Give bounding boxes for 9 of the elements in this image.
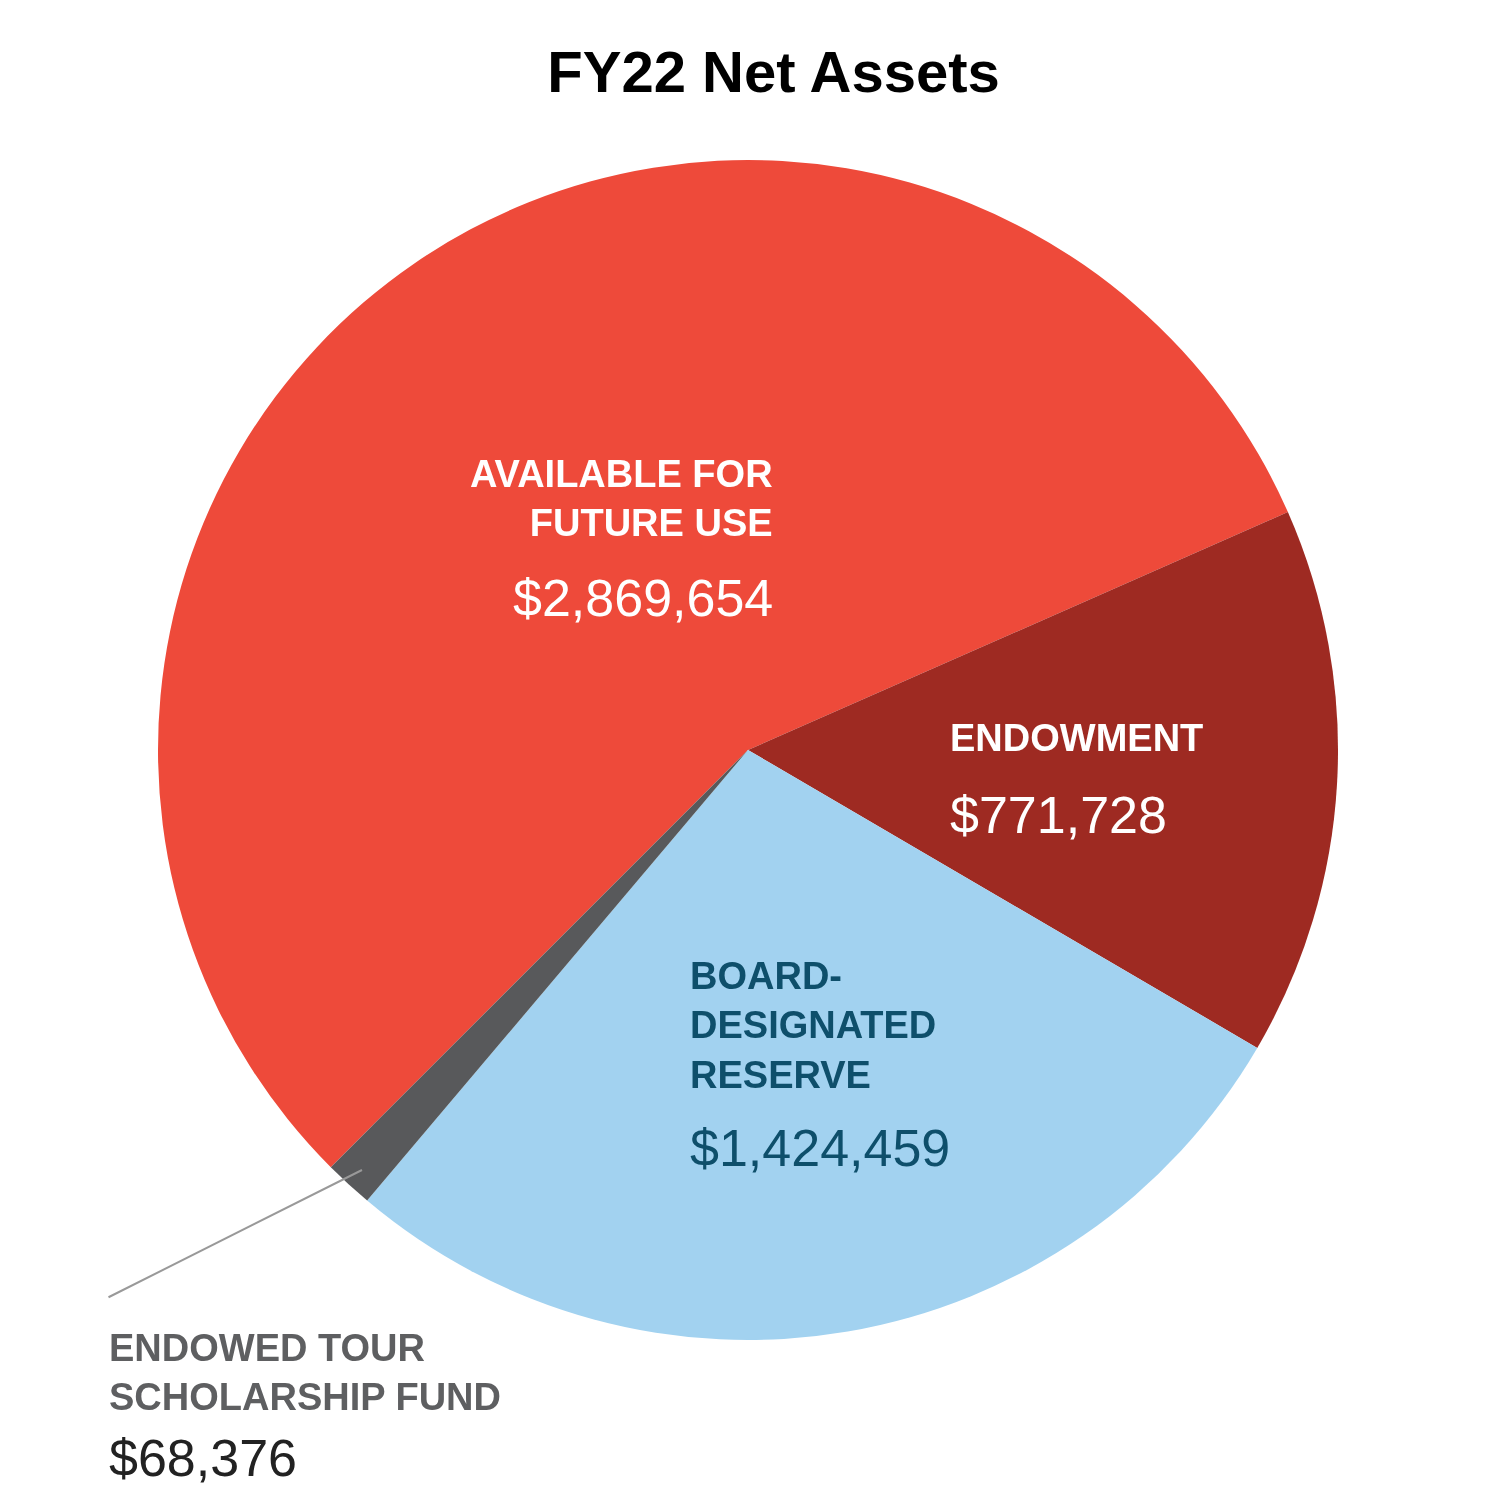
data-label: $68,376 — [109, 1429, 297, 1487]
data-label: $771,728 — [950, 786, 1167, 844]
slice-label: ENDOWMENT — [950, 717, 1204, 759]
chart-title: FY22 Net Assets — [547, 39, 1000, 105]
data-label: $2,869,654 — [513, 569, 774, 627]
slice-label: AVAILABLE FOR FUTURE USE — [470, 453, 773, 545]
slice-label: BOARD-DESIGNATED RESERVE — [690, 955, 937, 1096]
slice-label: ENDOWED TOUR SCHOLARSHIP FUND — [109, 1327, 501, 1419]
data-label: $1,424,459 — [690, 1119, 951, 1177]
